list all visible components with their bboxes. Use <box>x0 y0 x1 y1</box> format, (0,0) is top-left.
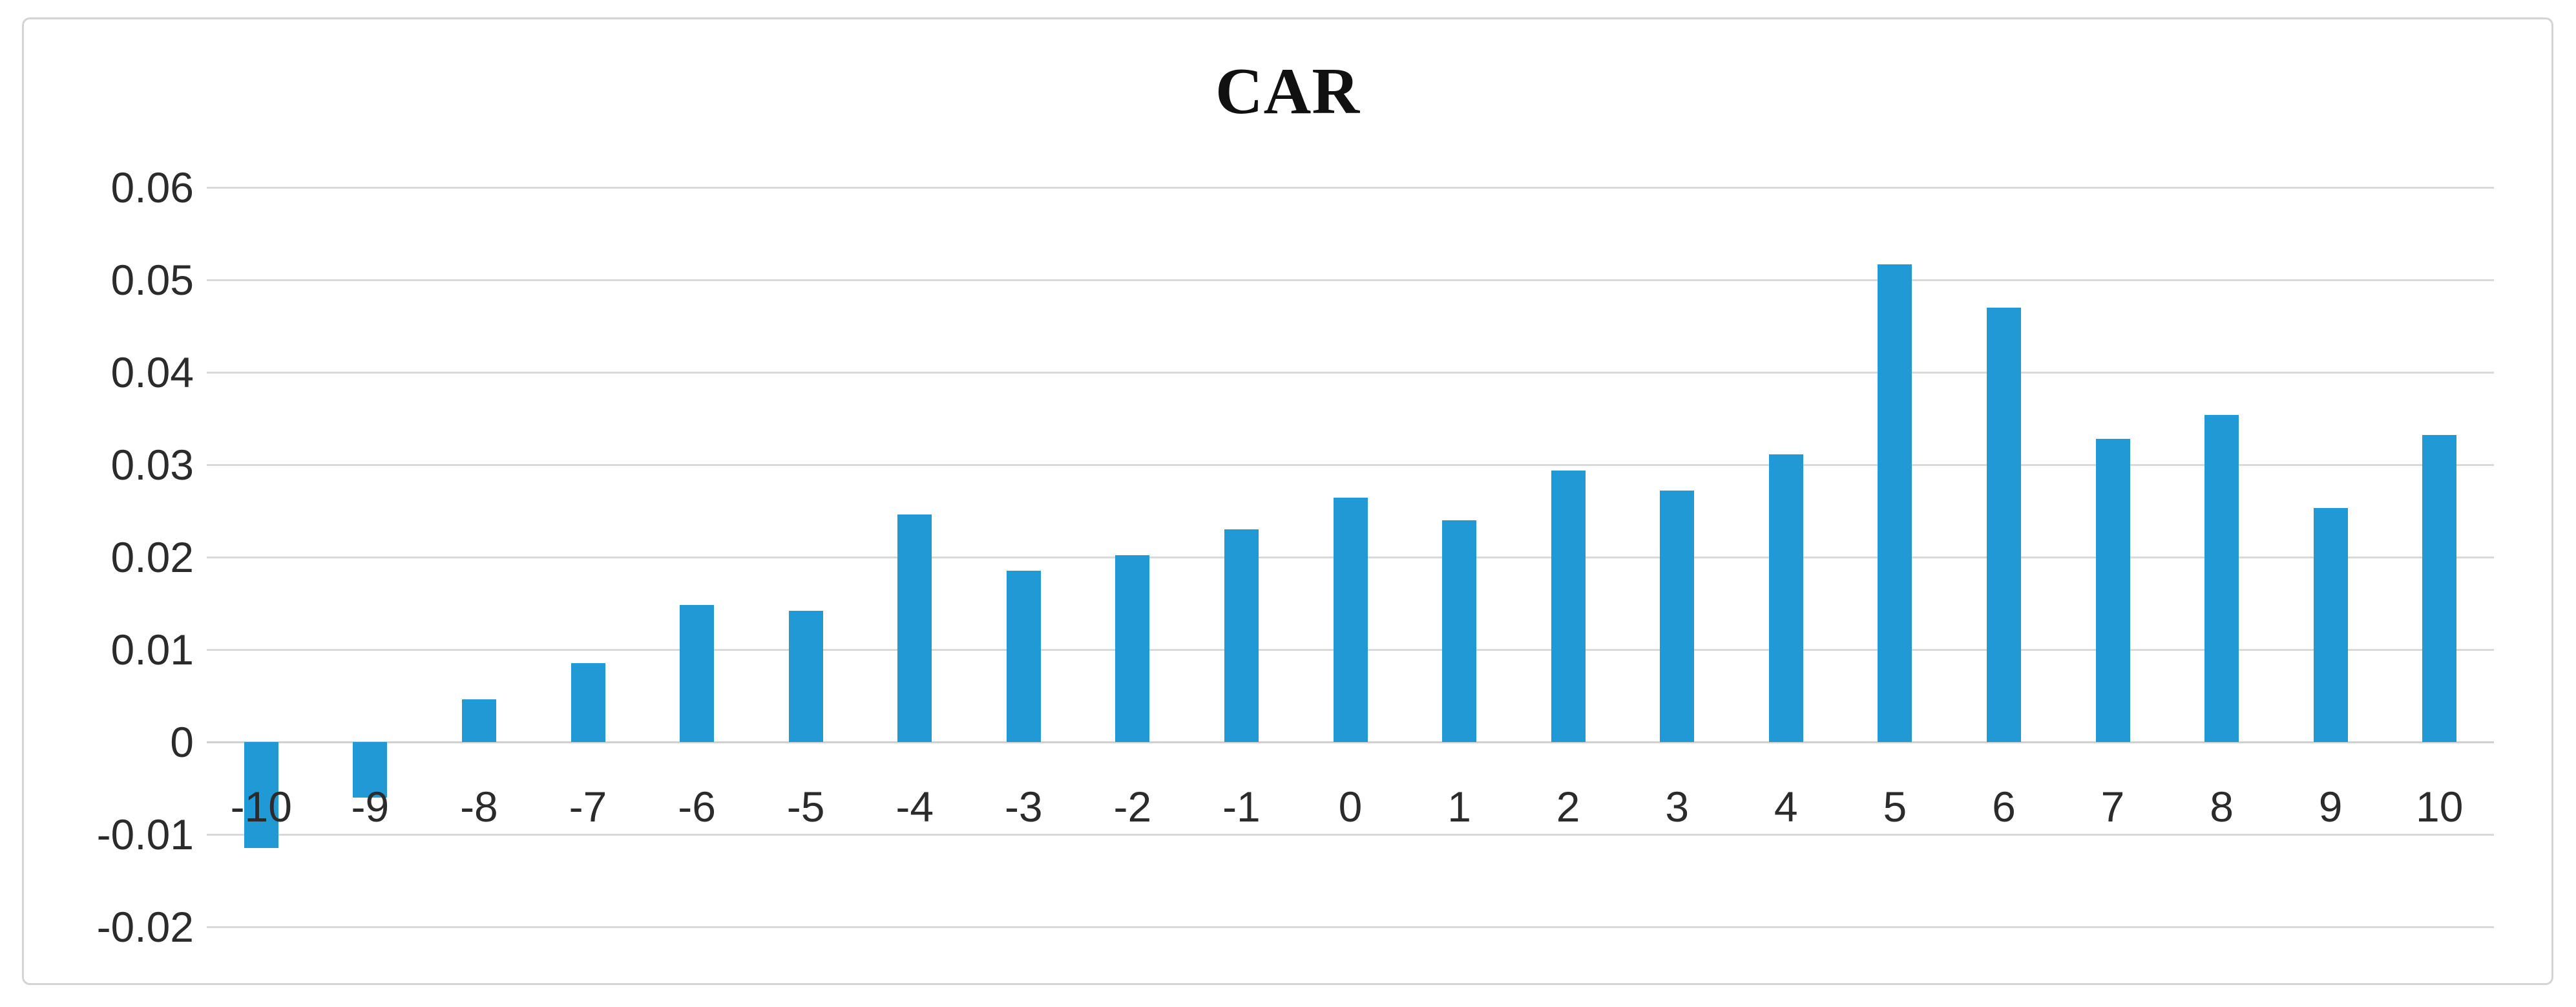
bar--5 <box>788 610 823 742</box>
x-axis-tick-label: 5 <box>1883 783 1907 831</box>
gridline <box>207 371 2494 374</box>
x-axis-tick-label: 8 <box>2210 783 2234 831</box>
x-axis-tick-label: 0 <box>1338 783 1363 831</box>
bar--2 <box>1115 555 1150 742</box>
x-axis-tick-label: 2 <box>1556 783 1580 831</box>
x-axis-tick-label: -8 <box>460 783 498 831</box>
x-axis-tick-label: 10 <box>2415 783 2464 831</box>
bar--10 <box>244 742 278 849</box>
bar--1 <box>1224 529 1259 742</box>
chart-title: CAR <box>1215 55 1360 128</box>
x-axis-tick-label: 7 <box>2100 783 2125 831</box>
y-axis-tick-label: 0.03 <box>110 441 194 489</box>
y-axis-tick-label: 0.06 <box>110 164 194 211</box>
x-axis-tick-label: 1 <box>1447 783 1471 831</box>
plot-area <box>207 186 2494 928</box>
bar-5 <box>1878 264 1912 742</box>
y-axis-tick-label: 0.05 <box>110 256 194 304</box>
bar-6 <box>1986 307 2021 742</box>
y-axis-tick-label: 0.02 <box>110 533 194 581</box>
bar-2 <box>1551 470 1586 742</box>
bar-3 <box>1660 491 1695 742</box>
bar-8 <box>2204 414 2239 742</box>
x-axis-tick-label: 6 <box>1992 783 2016 831</box>
x-axis-tick-label: -1 <box>1222 783 1261 831</box>
y-axis-tick-label: 0.01 <box>110 626 194 673</box>
bar-4 <box>1768 454 1803 742</box>
chart-frame <box>22 17 2553 985</box>
bars-layer <box>207 187 2494 927</box>
bar-9 <box>2313 508 2348 742</box>
bar--9 <box>353 742 388 798</box>
x-axis-tick-label: -2 <box>1113 783 1152 831</box>
x-axis-tick-label: -4 <box>895 783 934 831</box>
bar--4 <box>897 514 932 742</box>
x-axis-tick-label: 4 <box>1774 783 1798 831</box>
x-axis-tick-label: 3 <box>1665 783 1690 831</box>
gridline <box>207 463 2494 466</box>
y-axis-tick-label: -0.02 <box>96 903 194 951</box>
zero-gridline <box>207 741 2494 743</box>
x-axis-tick-label: -5 <box>786 783 825 831</box>
bar-0 <box>1333 498 1368 742</box>
y-axis-tick-label: 0.04 <box>110 348 194 396</box>
bar-10 <box>2422 435 2457 742</box>
gridline <box>207 926 2494 928</box>
x-axis-tick-label: -9 <box>351 783 390 831</box>
x-axis-tick-label: 9 <box>2318 783 2343 831</box>
gridline <box>207 186 2494 189</box>
bar--3 <box>1006 571 1041 742</box>
y-axis-tick-label: -0.01 <box>96 811 194 858</box>
bar--8 <box>461 699 496 742</box>
gridline <box>207 833 2494 836</box>
y-axis-tick-label: 0 <box>170 718 194 766</box>
bar-1 <box>1442 520 1477 742</box>
x-axis-tick-label: -10 <box>230 783 292 831</box>
x-axis-tick-label: -3 <box>1004 783 1043 831</box>
bar-7 <box>2095 438 2130 742</box>
x-axis-tick-label: -6 <box>678 783 716 831</box>
gridline <box>207 279 2494 281</box>
x-axis-tick-label: -7 <box>569 783 607 831</box>
bar--7 <box>571 663 605 742</box>
bar--6 <box>680 605 715 742</box>
